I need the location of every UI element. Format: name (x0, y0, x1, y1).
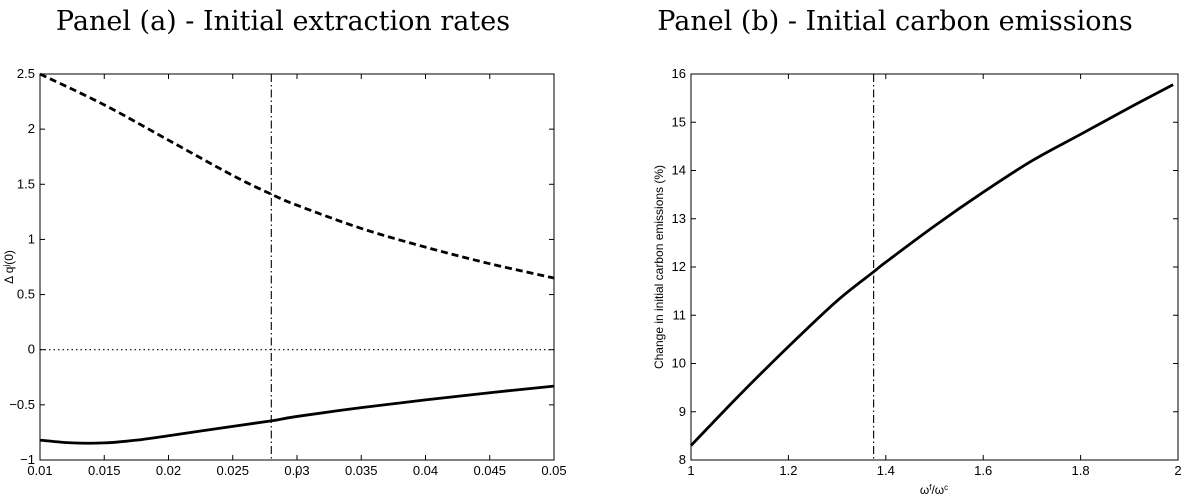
panel-b: Panel (b) - Initial carbon emissions 1 1.… (652, 6, 1182, 497)
panel-a-plot-area (39, 72, 555, 460)
panel-b-x-tick-label: 2 (1174, 463, 1181, 478)
panel-a-y-tick-label: 2 (28, 121, 35, 136)
panel-b-x-label-base2: ω (935, 483, 944, 497)
panel-a-y-label-sup: j (2, 265, 11, 268)
panel-b-x-label-base1: ω (920, 483, 929, 497)
panel-b-x-axis: 1 1.2 1.4 1.6 1.8 2 (687, 74, 1182, 478)
panel-a-y-label-suffix: (0) (2, 250, 16, 265)
panel-a-axes-frame (39, 73, 555, 461)
panel-b-y-tick-label: 14 (672, 163, 686, 178)
panel-a-x-tick-label: 0.025 (216, 463, 249, 478)
panel-b-y-tick-label: 8 (679, 452, 686, 467)
b-series-solid-line (689, 83, 1174, 447)
panel-a-x-tick-label: 0.045 (473, 463, 506, 478)
panel-b-x-tick-label: 1.8 (1072, 463, 1090, 478)
a-series-solid-line (39, 384, 555, 445)
panel-b-y-axis: 8 9 10 11 12 13 14 15 16 (672, 66, 1178, 467)
panel-b-title: Panel (b) - Initial carbon emissions (657, 6, 1132, 37)
panel-a-x-tick-label: 0.015 (88, 463, 121, 478)
panel-b-x-label: ωf/ωc (920, 483, 948, 497)
panel-b-x-label-sep: / (931, 483, 935, 497)
panel-b-x-tick-label: 1.6 (974, 463, 992, 478)
panel-b-y-tick-label: 16 (672, 66, 686, 81)
panel-a-x-tick-label: 0.02 (156, 463, 181, 478)
panel-a-x-tick-label: 0.04 (413, 463, 438, 478)
panel-b-y-tick-label: 12 (672, 259, 686, 274)
panel-b-y-label: Change in initial carbon emissions (%) (652, 165, 666, 369)
panel-a-y-label-main: Δ q (2, 267, 16, 284)
panel-a-y-tick-label: −0.5 (9, 397, 35, 412)
panel-a-y-tick-label: 1.5 (17, 176, 35, 191)
panel-a-x-tick-label: 0.05 (541, 463, 566, 478)
panel-b-x-label-sup1: f (929, 483, 932, 492)
panel-b-y-tick-label: 10 (672, 356, 686, 371)
panel-a-y-axis: −1 −0.5 0 0.5 1 1.5 2 2.5 (9, 66, 554, 467)
panel-b-y-tick-label: 15 (672, 114, 686, 129)
panel-a-x-tick-label: 0.03 (284, 463, 309, 478)
panel-b-axes-frame (690, 73, 1179, 461)
panel-b-x-tick-label: 1 (687, 463, 694, 478)
panel-b-x-tick-label: 1.2 (779, 463, 797, 478)
panel-a-x-tick-label: 0.035 (345, 463, 378, 478)
panel-a-title: Panel (a) - Initial extraction rates (56, 6, 510, 37)
panel-b-y-tick-label: 13 (672, 211, 686, 226)
panel-b-plot-area (689, 74, 1174, 460)
panel-a-y-tick-label: 0 (28, 342, 35, 357)
panel-a-y-tick-label: 0.5 (17, 287, 35, 302)
panel-a-y-label: Δ qj(0) (2, 250, 16, 284)
panel-a-x-tick-label: 0.01 (27, 463, 52, 478)
panel-a-x-label: r (295, 467, 299, 481)
panel-b-x-label-sup2: c (944, 483, 948, 492)
panel-a-y-tick-label: 1 (28, 231, 35, 246)
panel-a-y-tick-label: −1 (20, 452, 35, 467)
panel-a: Panel (a) - Initial extraction rates 0.0… (2, 6, 567, 481)
panel-b-x-tick-label: 1.4 (877, 463, 895, 478)
panel-b-y-tick-label: 9 (679, 404, 686, 419)
panel-a-x-axis: 0.01 0.015 0.02 0.025 0.03 0.035 0.04 0.045 0.05 (27, 74, 567, 478)
panel-b-y-tick-label: 11 (673, 307, 687, 322)
panel-a-y-tick-label: 2.5 (17, 66, 35, 81)
a-series-dashed-line (39, 72, 555, 280)
